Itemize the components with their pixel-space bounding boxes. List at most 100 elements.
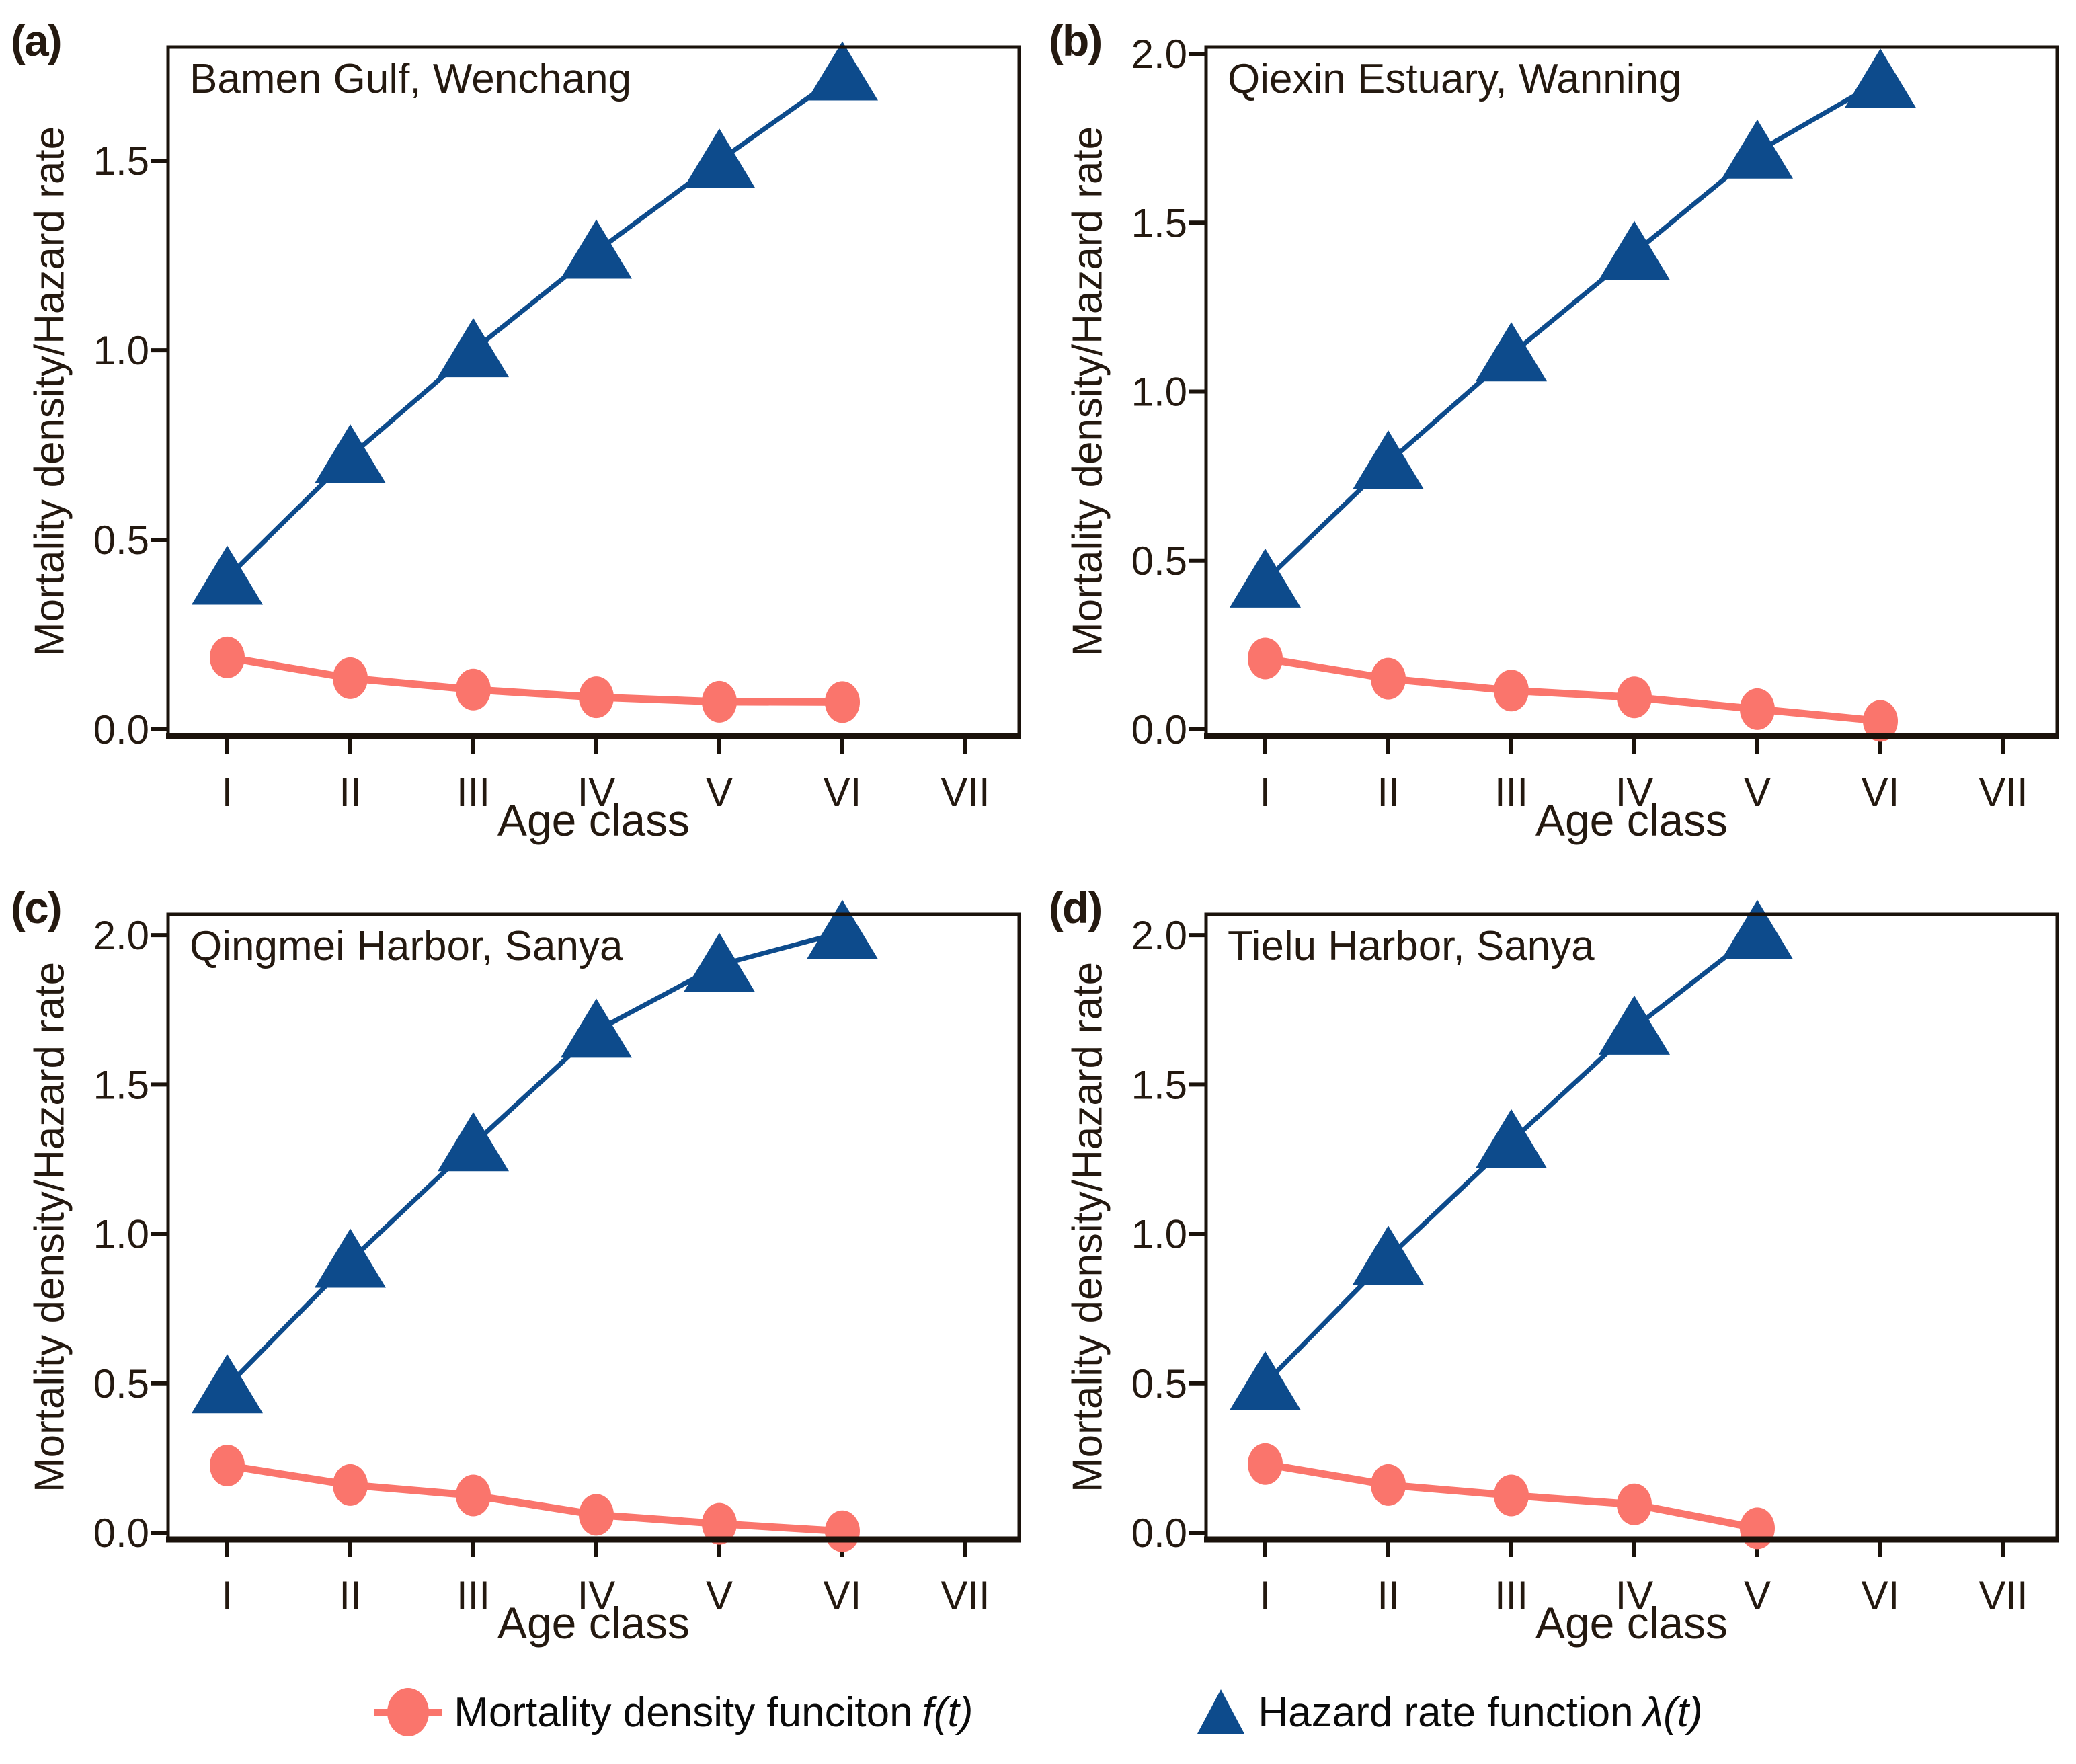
- hazard-marker: [1845, 48, 1916, 108]
- panel-c-plot-area: 0.00.51.01.52.0I II III IV V VI VII: [93, 899, 1021, 1618]
- mortality-marker: [702, 1502, 737, 1545]
- svg-text:VII: VII: [1979, 1573, 2028, 1618]
- mortality-marker: [210, 636, 245, 678]
- svg-text:I: I: [1260, 1573, 1271, 1618]
- svg-text:1.5: 1.5: [1131, 200, 1187, 245]
- panel-c-title: Qingmei Harbor, Sanya: [190, 923, 623, 969]
- legend-item-hazard: Hazard rate function λ(t): [1195, 1684, 1703, 1740]
- mortality-circle-icon: [374, 1688, 442, 1736]
- hazard-marker: [807, 41, 878, 101]
- hazard-marker: [438, 318, 509, 378]
- hazard-marker: [438, 1112, 509, 1172]
- panel-a-label: (a): [11, 15, 63, 65]
- mortality-marker: [1617, 1483, 1652, 1525]
- hazard-marker: [684, 128, 755, 188]
- svg-text:IV: IV: [1615, 770, 1654, 815]
- figure-grid: (a) Mortality density/Hazard rate 0.0 0.5…: [0, 0, 2076, 1660]
- legend-item-mortality: Mortality density funciton f(t): [373, 1684, 973, 1740]
- svg-text:III: III: [456, 1573, 490, 1618]
- svg-text:0.0: 0.0: [1131, 707, 1187, 752]
- panel-a-x-axis-label: Age class: [497, 795, 690, 845]
- mortality-marker: [1617, 676, 1652, 719]
- mortality-marker: [1740, 688, 1775, 730]
- svg-text:II: II: [339, 770, 361, 815]
- svg-text:0.5: 0.5: [1131, 1361, 1187, 1406]
- hazard-marker: [1599, 995, 1670, 1055]
- hazard-series: [1230, 899, 1793, 1410]
- y-axis-ticks: 0.0 0.5 1.0 1.5 2.0: [1131, 32, 1205, 752]
- svg-text:VI: VI: [824, 770, 862, 815]
- svg-text:1.0: 1.0: [93, 328, 149, 373]
- svg-text:0.5: 0.5: [93, 1361, 149, 1406]
- mortality-marker: [1740, 1507, 1775, 1550]
- hazard-marker: [315, 1228, 386, 1288]
- svg-text:V: V: [1744, 770, 1771, 815]
- plot-border: [166, 45, 1021, 738]
- hazard-marker: [1722, 899, 1793, 959]
- mortality-series: [1248, 637, 1898, 742]
- hazard-marker: [1353, 1226, 1424, 1285]
- mortality-marker: [456, 668, 491, 711]
- svg-text:0.0: 0.0: [93, 1511, 149, 1556]
- panel-d-x-axis-label: Age class: [1535, 1598, 1728, 1648]
- panel-b-x-axis-label: Age class: [1535, 795, 1728, 845]
- hazard-marker: [807, 899, 878, 959]
- panel-c-label: (c): [11, 883, 63, 932]
- mortality-marker: [702, 680, 737, 723]
- svg-text:II: II: [1377, 1573, 1399, 1618]
- hazard-marker: [561, 998, 632, 1058]
- panel-b: (b) Mortality density/Hazard rate 0.0 0.5…: [1038, 0, 2076, 867]
- svg-text:1.5: 1.5: [93, 1062, 149, 1107]
- legend: Mortality density funciton f(t) Hazard ra…: [0, 1660, 2076, 1764]
- hazard-marker: [1353, 430, 1424, 490]
- mortality-marker: [825, 1510, 860, 1552]
- panel-d-label: (d): [1049, 883, 1103, 932]
- panel-d-title: Tielu Harbor, Sanya: [1228, 923, 1595, 969]
- svg-text:VI: VI: [1862, 770, 1900, 815]
- panel-d: (d) Mortality density/Hazard rate 0.0 0.5…: [1038, 867, 2076, 1660]
- svg-text:0.0: 0.0: [93, 707, 149, 752]
- mortality-marker: [333, 1464, 368, 1506]
- svg-text:0.5: 0.5: [1131, 538, 1187, 584]
- svg-text:IV: IV: [577, 770, 616, 815]
- panel-a-plot-area: 0.00.51.01.5I II III IV V VI VII: [93, 41, 1021, 815]
- svg-text:IV: IV: [1615, 1573, 1654, 1618]
- mortality-marker: [456, 1474, 491, 1517]
- x-axis-ticks: I II III IV V VI VII: [222, 736, 990, 815]
- svg-text:2.0: 2.0: [1131, 32, 1187, 77]
- mortality-marker: [333, 657, 368, 699]
- svg-text:0.0: 0.0: [1131, 1511, 1187, 1556]
- hazard-marker: [1230, 548, 1301, 608]
- svg-text:1.0: 1.0: [93, 1212, 149, 1257]
- panel-b-label: (b): [1049, 15, 1103, 65]
- svg-text:0.5: 0.5: [93, 518, 149, 563]
- svg-text:1.0: 1.0: [1131, 370, 1187, 415]
- y-axis-ticks: 0.0 0.5 1.0 1.5 2.0: [93, 913, 167, 1556]
- svg-text:I: I: [222, 1573, 233, 1618]
- mortality-marker: [579, 676, 614, 719]
- hazard-marker: [1722, 119, 1793, 179]
- hazard-series: [192, 899, 878, 1414]
- svg-text:2.0: 2.0: [93, 913, 149, 958]
- svg-text:I: I: [1260, 770, 1271, 815]
- svg-text:1.0: 1.0: [1131, 1212, 1187, 1257]
- mortality-marker: [1371, 657, 1406, 700]
- hazard-marker: [192, 1354, 263, 1414]
- svg-text:V: V: [706, 770, 733, 815]
- svg-text:VII: VII: [1979, 770, 2028, 815]
- x-axis-ticks: I II III IV V VI VII: [1260, 736, 2028, 815]
- svg-text:IV: IV: [577, 1573, 616, 1618]
- svg-text:II: II: [339, 1573, 361, 1618]
- svg-text:V: V: [706, 1573, 733, 1618]
- plot-border: [1204, 45, 2059, 738]
- hazard-marker: [1476, 322, 1547, 382]
- svg-text:II: II: [1377, 770, 1399, 815]
- legend-mortality-text: Mortality density funciton f(t): [454, 1689, 973, 1736]
- panel-c-x-axis-label: Age class: [497, 1598, 690, 1648]
- panel-c: (c) Mortality density/Hazard rate 0.0 0.5…: [0, 867, 1038, 1660]
- svg-text:III: III: [1494, 1573, 1528, 1618]
- svg-text:VII: VII: [941, 1573, 990, 1618]
- svg-text:III: III: [1494, 770, 1528, 815]
- mortality-series: [1248, 1443, 1775, 1550]
- mortality-marker: [1371, 1464, 1406, 1506]
